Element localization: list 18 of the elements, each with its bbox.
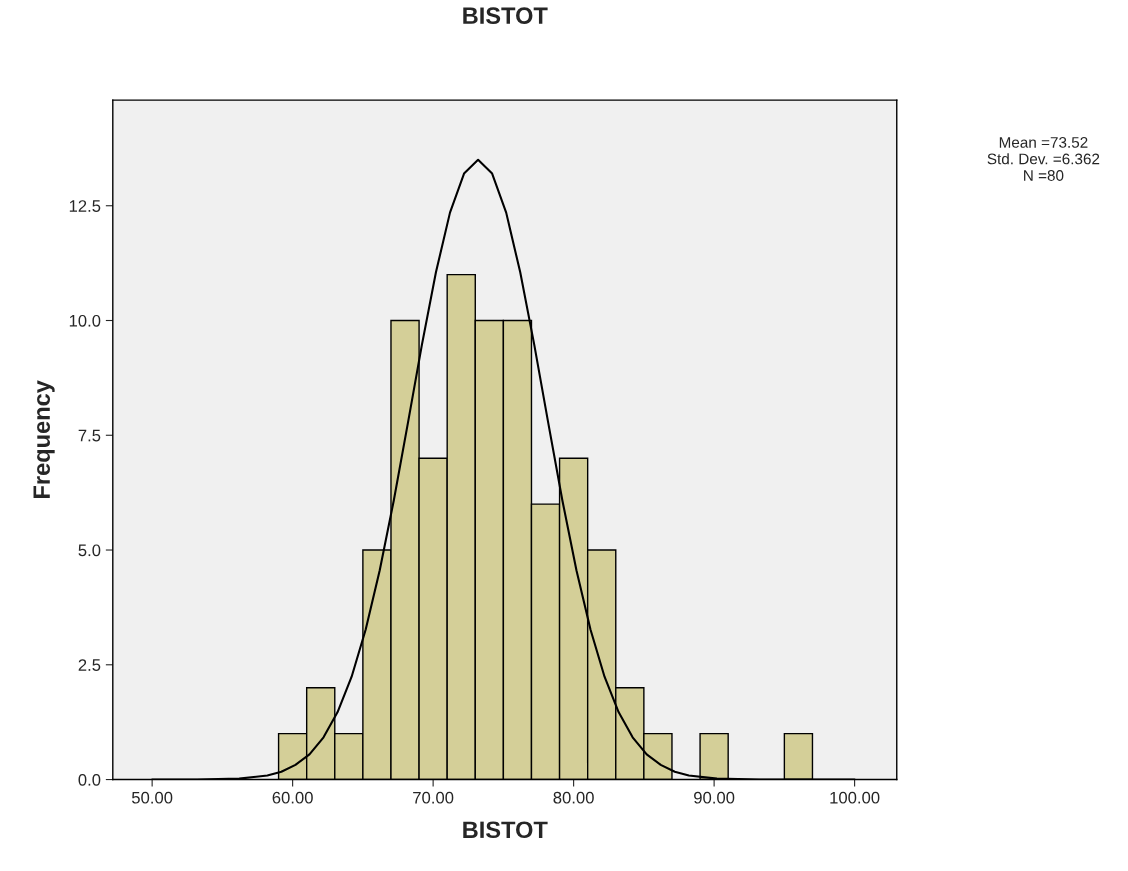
text: N =80 — [1024, 170, 1064, 181]
text: Std. Dev. =6.362 — [987, 153, 1100, 165]
x-axis-title: BISTOT — [463, 821, 548, 839]
y-tick-label: 12.5 — [69, 200, 101, 212]
text: Mean =73.52 — [999, 137, 1088, 148]
y-tick-label: 7.5 — [78, 429, 101, 442]
y-axis-title: Frequency — [33, 380, 55, 498]
x-tick-label: 60.00 — [272, 791, 313, 804]
x-tick-label: 70.00 — [413, 791, 454, 804]
x-tick-label: 80.00 — [553, 791, 594, 804]
y-tick-label: 2.5 — [78, 659, 101, 671]
y-tick-label: 0.0 — [78, 773, 101, 786]
chart-title: BISTOT — [463, 7, 548, 25]
x-tick-label: 100.00 — [830, 791, 880, 804]
x-tick-label: 90.00 — [694, 791, 735, 804]
y-tick-label: 5.0 — [78, 544, 101, 557]
y-tick-label: 10.0 — [69, 314, 101, 327]
x-tick-label: 50.00 — [131, 791, 173, 804]
